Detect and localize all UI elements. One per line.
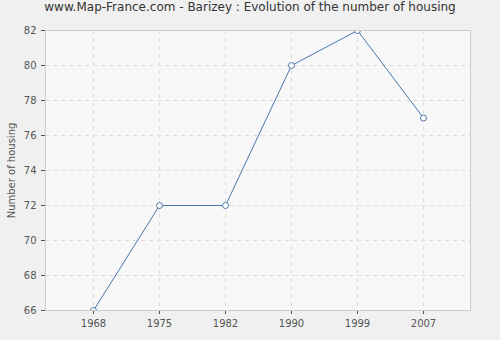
svg-text:78: 78 [24, 95, 37, 106]
svg-text:1999: 1999 [345, 318, 370, 329]
html-text:www.Map-France.com - Barizey :: www.Map-France.com - Barizey : Evolution… [44, 0, 456, 14]
svg-text:80: 80 [24, 60, 37, 71]
svg-text:82: 82 [24, 25, 37, 36]
svg-text:Number of housing: Number of housing [6, 123, 17, 219]
svg-text:68: 68 [24, 270, 37, 281]
svg-text:70: 70 [24, 235, 37, 246]
svg-text:1968: 1968 [81, 318, 106, 329]
svg-text:1982: 1982 [213, 318, 238, 329]
svg-text:74: 74 [24, 165, 37, 176]
svg-text:2007: 2007 [411, 318, 436, 329]
svg-text:1990: 1990 [279, 318, 304, 329]
svg-text:66: 66 [24, 305, 37, 316]
svg-text:76: 76 [24, 130, 37, 141]
svg-text:72: 72 [24, 200, 37, 211]
svg-text:1975: 1975 [147, 318, 172, 329]
